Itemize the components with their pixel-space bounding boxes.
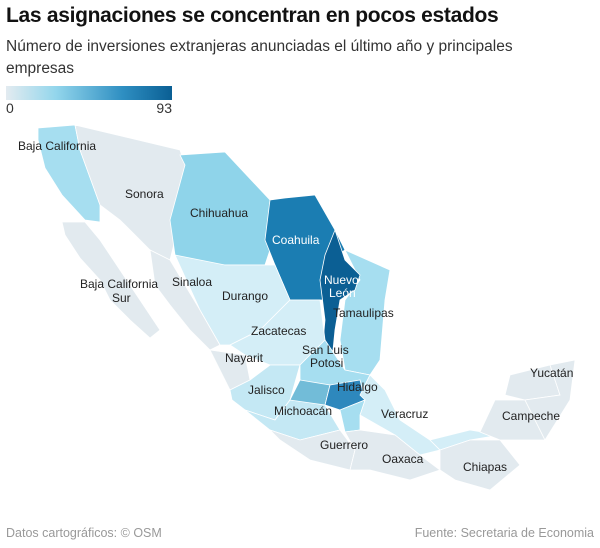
map-attribution: Datos cartográficos: © OSM xyxy=(6,526,162,540)
label-bcs-1: Baja California xyxy=(80,277,158,291)
label-coahuila: Coahuila xyxy=(272,233,320,247)
chart-subtitle: Número de inversiones extranjeras anunci… xyxy=(6,38,513,77)
label-zacatecas: Zacatecas xyxy=(251,324,306,338)
label-oaxaca: Oaxaca xyxy=(382,452,424,466)
chart-title: Las asignaciones se concentran en pocos … xyxy=(6,4,499,27)
state-tabasco[interactable] xyxy=(429,429,501,451)
label-durango: Durango xyxy=(222,289,268,303)
state-sinaloa[interactable] xyxy=(149,249,221,351)
label-baja-california: Baja California xyxy=(18,139,96,153)
label-yucatan: Yucatán xyxy=(530,366,573,380)
label-chiapas: Chiapas xyxy=(463,460,507,474)
state-baja-california-sur[interactable] xyxy=(61,221,161,339)
label-nuevo-leon-1: Nuevo xyxy=(324,273,359,287)
label-michoacan: Michoacán xyxy=(274,404,332,418)
label-campeche: Campeche xyxy=(502,409,560,423)
legend-gradient xyxy=(6,86,172,100)
label-chihuahua: Chihuahua xyxy=(190,206,248,220)
label-nuevo-leon-2: León xyxy=(329,286,356,300)
label-guerrero: Guerrero xyxy=(320,438,368,452)
label-hidalgo: Hidalgo xyxy=(337,380,378,394)
label-jalisco: Jalisco xyxy=(248,383,285,397)
label-sinaloa: Sinaloa xyxy=(172,275,212,289)
label-slp-2: Potosi xyxy=(310,356,343,370)
legend-min: 0 xyxy=(6,100,14,116)
state-campeche[interactable] xyxy=(479,399,546,441)
label-sonora: Sonora xyxy=(125,187,164,201)
state-chiapas[interactable] xyxy=(439,439,521,491)
state-quintana-roo[interactable] xyxy=(524,359,576,441)
label-nayarit: Nayarit xyxy=(225,351,264,365)
label-bcs-2: Sur xyxy=(112,291,131,305)
label-veracruz: Veracruz xyxy=(381,407,428,421)
state-puebla[interactable] xyxy=(339,399,366,433)
label-slp-1: San Luis xyxy=(302,343,349,357)
source-note: Fuente: Secretaria de Economia xyxy=(414,526,594,540)
legend-max: 93 xyxy=(156,100,172,116)
state-oaxaca[interactable] xyxy=(344,429,441,481)
label-tamaulipas: Tamaulipas xyxy=(333,306,394,320)
color-legend: 0 93 xyxy=(6,86,172,116)
